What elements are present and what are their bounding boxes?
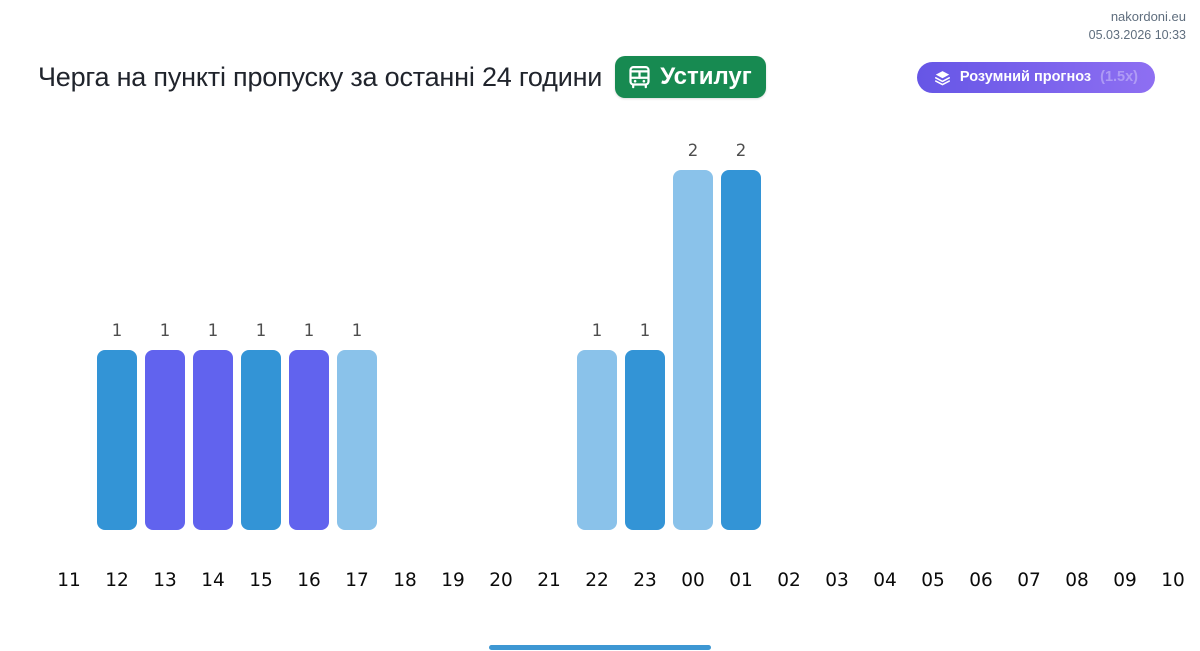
chart-column-14: 1 bbox=[189, 140, 237, 530]
bar-value-label: 2 bbox=[735, 141, 747, 160]
bar-value-label: 1 bbox=[111, 321, 123, 340]
queue-bar-13[interactable] bbox=[145, 350, 185, 530]
checkpoint-badge[interactable]: Устилуг bbox=[615, 56, 766, 98]
x-axis-label-17: 17 bbox=[345, 570, 369, 591]
chart-column-20 bbox=[477, 140, 525, 530]
x-axis-label-16: 16 bbox=[297, 570, 321, 591]
chart-column-09 bbox=[1101, 140, 1149, 530]
bus-icon bbox=[626, 64, 653, 91]
chart-column-03 bbox=[813, 140, 861, 530]
x-axis: 11 12 13 14 15 16 17 18 19 20 21 22 23 00 01 02 03 04 05 06… bbox=[45, 570, 1197, 591]
chart-column-21 bbox=[525, 140, 573, 530]
queue-bar-14[interactable] bbox=[193, 350, 233, 530]
site-domain-link[interactable]: nakordoni.eu bbox=[1110, 9, 1186, 24]
bar-value-label: 1 bbox=[591, 321, 603, 340]
bar-value-label: 1 bbox=[207, 321, 219, 340]
queue-bar-22[interactable] bbox=[577, 350, 617, 530]
checkpoint-name: Устилуг bbox=[660, 63, 752, 90]
x-axis-label-23: 23 bbox=[633, 570, 657, 591]
chart-column-02 bbox=[765, 140, 813, 530]
bar-value-label: 1 bbox=[159, 321, 171, 340]
chart-column-22: 1 bbox=[573, 140, 621, 530]
bar-value-label: 1 bbox=[255, 321, 267, 340]
x-axis-label-11: 11 bbox=[57, 570, 81, 591]
chart-column-17: 1 bbox=[333, 140, 381, 530]
x-axis-label-12: 12 bbox=[105, 570, 129, 591]
chart-column-12: 1 bbox=[93, 140, 141, 530]
chart-column-05 bbox=[909, 140, 957, 530]
page-title: Черга на пункті пропуску за останні 24 г… bbox=[38, 61, 603, 92]
queue-bar-01[interactable] bbox=[721, 170, 761, 530]
x-axis-label-06: 06 bbox=[969, 570, 993, 591]
chart-column-15: 1 bbox=[237, 140, 285, 530]
queue-bar-16[interactable] bbox=[289, 350, 329, 530]
chart-column-04 bbox=[861, 140, 909, 530]
header-row: Черга на пункті пропуску за останні 24 г… bbox=[38, 56, 1155, 98]
x-axis-label-18: 18 bbox=[393, 570, 417, 591]
x-axis-label-15: 15 bbox=[249, 570, 273, 591]
chart-column-16: 1 bbox=[285, 140, 333, 530]
queue-bar-15[interactable] bbox=[241, 350, 281, 530]
chart-column-10 bbox=[1149, 140, 1197, 530]
x-axis-label-13: 13 bbox=[153, 570, 177, 591]
bar-value-label: 2 bbox=[687, 141, 699, 160]
chart-plot-area: 1 1 1 1 1 1 1 1 2 2 bbox=[45, 140, 1197, 530]
smart-forecast-button[interactable]: Розумний прогноз (1.5x) bbox=[916, 61, 1155, 93]
x-axis-label-07: 07 bbox=[1017, 570, 1041, 591]
x-axis-label-14: 14 bbox=[201, 570, 225, 591]
chart-column-08 bbox=[1053, 140, 1101, 530]
x-axis-label-03: 03 bbox=[825, 570, 849, 591]
x-axis-label-19: 19 bbox=[441, 570, 465, 591]
chart-column-18 bbox=[381, 140, 429, 530]
bar-value-label: 1 bbox=[303, 321, 315, 340]
queue-bar-17[interactable] bbox=[337, 350, 377, 530]
chart-column-00: 2 bbox=[669, 140, 717, 530]
x-axis-label-01: 01 bbox=[729, 570, 753, 591]
x-axis-label-21: 21 bbox=[537, 570, 561, 591]
chart-column-01: 2 bbox=[717, 140, 765, 530]
x-axis-label-22: 22 bbox=[585, 570, 609, 591]
forecast-multiplier: (1.5x) bbox=[1100, 69, 1138, 85]
chart-column-11 bbox=[45, 140, 93, 530]
x-axis-label-04: 04 bbox=[873, 570, 897, 591]
chart-column-07 bbox=[1005, 140, 1053, 530]
layers-icon bbox=[934, 69, 951, 86]
timestamp: 05.03.2026 10:33 bbox=[1088, 28, 1186, 42]
horizontal-scrollbar-thumb[interactable] bbox=[489, 645, 711, 650]
x-axis-label-00: 00 bbox=[681, 570, 705, 591]
chart-column-13: 1 bbox=[141, 140, 189, 530]
chart-column-19 bbox=[429, 140, 477, 530]
x-axis-label-02: 02 bbox=[777, 570, 801, 591]
queue-bar-23[interactable] bbox=[625, 350, 665, 530]
site-info: nakordoni.eu 05.03.2026 10:33 bbox=[1089, 8, 1186, 44]
smart-forecast-label: Розумний прогноз bbox=[959, 69, 1092, 85]
bar-value-label: 1 bbox=[639, 321, 651, 340]
bar-value-label: 1 bbox=[351, 321, 363, 340]
x-axis-label-05: 05 bbox=[921, 570, 945, 591]
chart-column-23: 1 bbox=[621, 140, 669, 530]
x-axis-label-20: 20 bbox=[489, 570, 513, 591]
queue-bar-00[interactable] bbox=[673, 170, 713, 530]
queue-bar-12[interactable] bbox=[97, 350, 137, 530]
x-axis-label-08: 08 bbox=[1065, 570, 1089, 591]
chart-column-06 bbox=[957, 140, 1005, 530]
x-axis-label-09: 09 bbox=[1113, 570, 1137, 591]
x-axis-label-10: 10 bbox=[1161, 570, 1185, 591]
